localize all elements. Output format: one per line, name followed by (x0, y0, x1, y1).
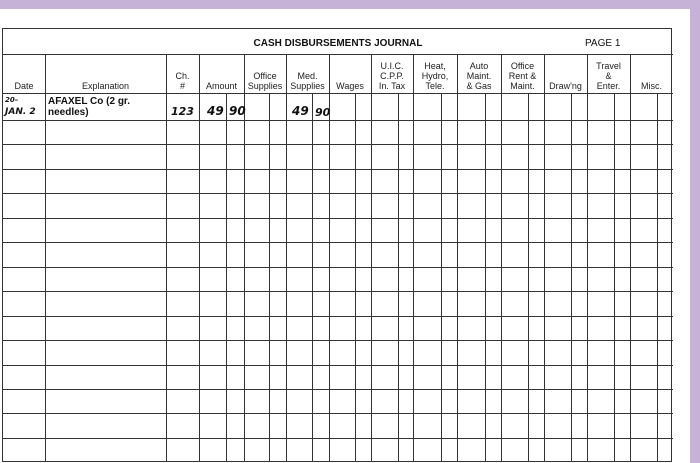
row-line (3, 120, 673, 121)
entry-med-supplies-cents: 90 (315, 106, 331, 119)
row-line (3, 218, 673, 219)
row-line (3, 413, 673, 414)
column-header: Ch. # (175, 71, 190, 91)
cents-divider (355, 93, 356, 462)
row-line (3, 340, 673, 341)
column-header: Office Supplies (247, 71, 283, 91)
column-header: Wages (336, 81, 364, 91)
column-line (501, 54, 502, 462)
column-header: Date (14, 81, 34, 91)
column-header: Heat, Hydro, Tele. (421, 61, 449, 91)
column-header: Office Rent & Maint. (508, 61, 537, 91)
column-line (45, 54, 46, 462)
row-line (3, 389, 673, 390)
row-line (3, 267, 673, 268)
column-line (329, 54, 330, 462)
column-header: Travel & Enter. (596, 61, 621, 91)
column-line (587, 54, 588, 462)
cents-divider (657, 93, 658, 462)
row-line (3, 291, 673, 292)
column-line (630, 54, 631, 462)
column-line (244, 54, 245, 462)
entry-explanation: AFAXEL Co (2 gr. needles) (48, 96, 131, 118)
top-border-band (0, 0, 700, 9)
cents-divider (441, 93, 442, 462)
entry-year: 20– (5, 96, 19, 104)
cents-divider (614, 93, 615, 462)
entry-med-supplies-dollars: 49 (292, 104, 309, 118)
entry-date: JAN. 2 (5, 107, 36, 117)
cents-divider (226, 93, 227, 462)
cents-divider (312, 93, 313, 462)
column-line (199, 54, 200, 462)
cents-divider (485, 93, 486, 462)
row-line (3, 365, 673, 366)
column-header: U.I.C. C.P.P. In. Tax (378, 61, 406, 91)
cents-divider (571, 93, 572, 462)
column-line (413, 54, 414, 462)
entry-amount-dollars: 49 (207, 104, 224, 118)
column-header: Draw'ng (549, 81, 582, 91)
column-header: Auto Maint. & Gas (466, 61, 492, 91)
entry-amount-cents: 90 (229, 104, 246, 118)
entry-cheque-number: 123 (171, 105, 194, 118)
cash-disbursements-journal: CASH DISBURSEMENTS JOURNAL PAGE 1 20– JA… (2, 28, 673, 462)
row-line (3, 193, 673, 194)
row-line (3, 144, 673, 145)
column-line (166, 54, 167, 462)
column-header: Explanation (81, 81, 130, 91)
cents-divider (269, 93, 270, 462)
column-header: Amount (205, 81, 238, 91)
column-line (544, 54, 545, 462)
row-line (3, 316, 673, 317)
cents-divider (398, 93, 399, 462)
cents-divider (528, 93, 529, 462)
journal-title: CASH DISBURSEMENTS JOURNAL (253, 38, 423, 49)
column-line (457, 54, 458, 462)
column-header: Misc. (641, 81, 662, 91)
row-line (3, 169, 673, 170)
row-line (3, 93, 673, 94)
row-line (3, 438, 673, 439)
column-header: Med. Supplies (290, 71, 325, 91)
column-line (371, 54, 372, 462)
page-number: PAGE 1 (585, 38, 621, 49)
row-line (3, 242, 673, 243)
header-divider (3, 54, 673, 55)
side-border-band (690, 0, 700, 463)
column-line (286, 54, 287, 462)
